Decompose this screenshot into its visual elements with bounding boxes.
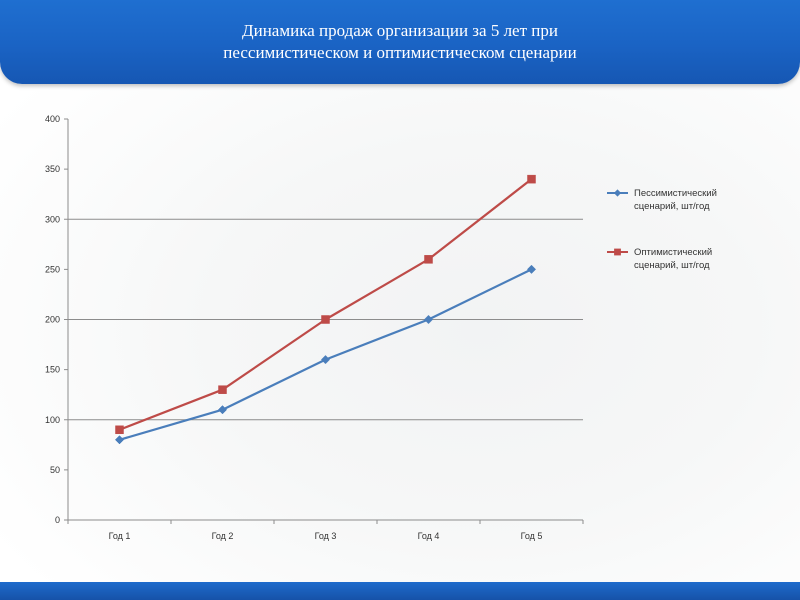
y-axis-ticks: 0 50 100 150 200 250 300 350 400: [45, 114, 68, 525]
legend-label: Пессимистический: [634, 188, 717, 199]
y-tick-label-100: 100: [45, 415, 60, 425]
title-line-1: Динамика продаж организации за 5 лет при: [242, 21, 558, 40]
legend-label: сценарий, шт/год: [634, 260, 710, 271]
x-tick-label: Год 5: [521, 531, 543, 541]
data-point: [423, 314, 434, 325]
y-tick-label-0: 0: [55, 515, 60, 525]
title-line-2: пессимистическом и оптимистическом сцена…: [223, 43, 577, 62]
series-line: [119, 268, 532, 441]
title-bar: [0, 0, 800, 84]
x-tick-label: Год 4: [418, 531, 440, 541]
x-tick-label: Год 3: [315, 531, 337, 541]
y-tick-label-350: 350: [45, 164, 60, 174]
series-pessimistic: [114, 264, 537, 445]
chart-series: [114, 174, 537, 445]
data-point: [218, 385, 227, 394]
slide-title: Динамика продаж организации за 5 лет при…: [0, 20, 800, 64]
bottom-bar: [0, 582, 800, 600]
data-point: [424, 255, 433, 264]
data-point: [526, 264, 537, 274]
x-axis-ticks: Год 1 Год 2 Год 3 Год 4 Год 5: [67, 520, 584, 541]
legend-item-optimistic: Оптимистический сценарий, шт/год: [607, 247, 712, 271]
data-point: [320, 355, 331, 365]
y-tick-label-50: 50: [50, 465, 60, 475]
y-tick-label-300: 300: [45, 214, 60, 224]
x-tick-label: Год 2: [212, 531, 234, 541]
series-optimistic: [115, 174, 536, 435]
data-point: [114, 435, 125, 445]
y-tick-label-400: 400: [45, 114, 60, 124]
legend-label: сценарий, шт/год: [634, 201, 710, 212]
data-point: [217, 405, 228, 415]
y-tick-label-250: 250: [45, 264, 60, 274]
legend-marker: [614, 248, 621, 256]
legend-label: Оптимистический: [634, 247, 712, 258]
x-tick-label: Год 1: [109, 531, 131, 541]
data-point: [527, 174, 536, 184]
data-point: [115, 425, 124, 435]
legend-item-pessimistic: Пессимистический сценарий, шт/год: [607, 188, 717, 212]
legend-marker: [613, 189, 622, 197]
data-point: [321, 315, 330, 324]
series-line: [119, 178, 533, 431]
y-tick-label-150: 150: [45, 365, 60, 375]
y-tick-label-200: 200: [45, 315, 60, 325]
